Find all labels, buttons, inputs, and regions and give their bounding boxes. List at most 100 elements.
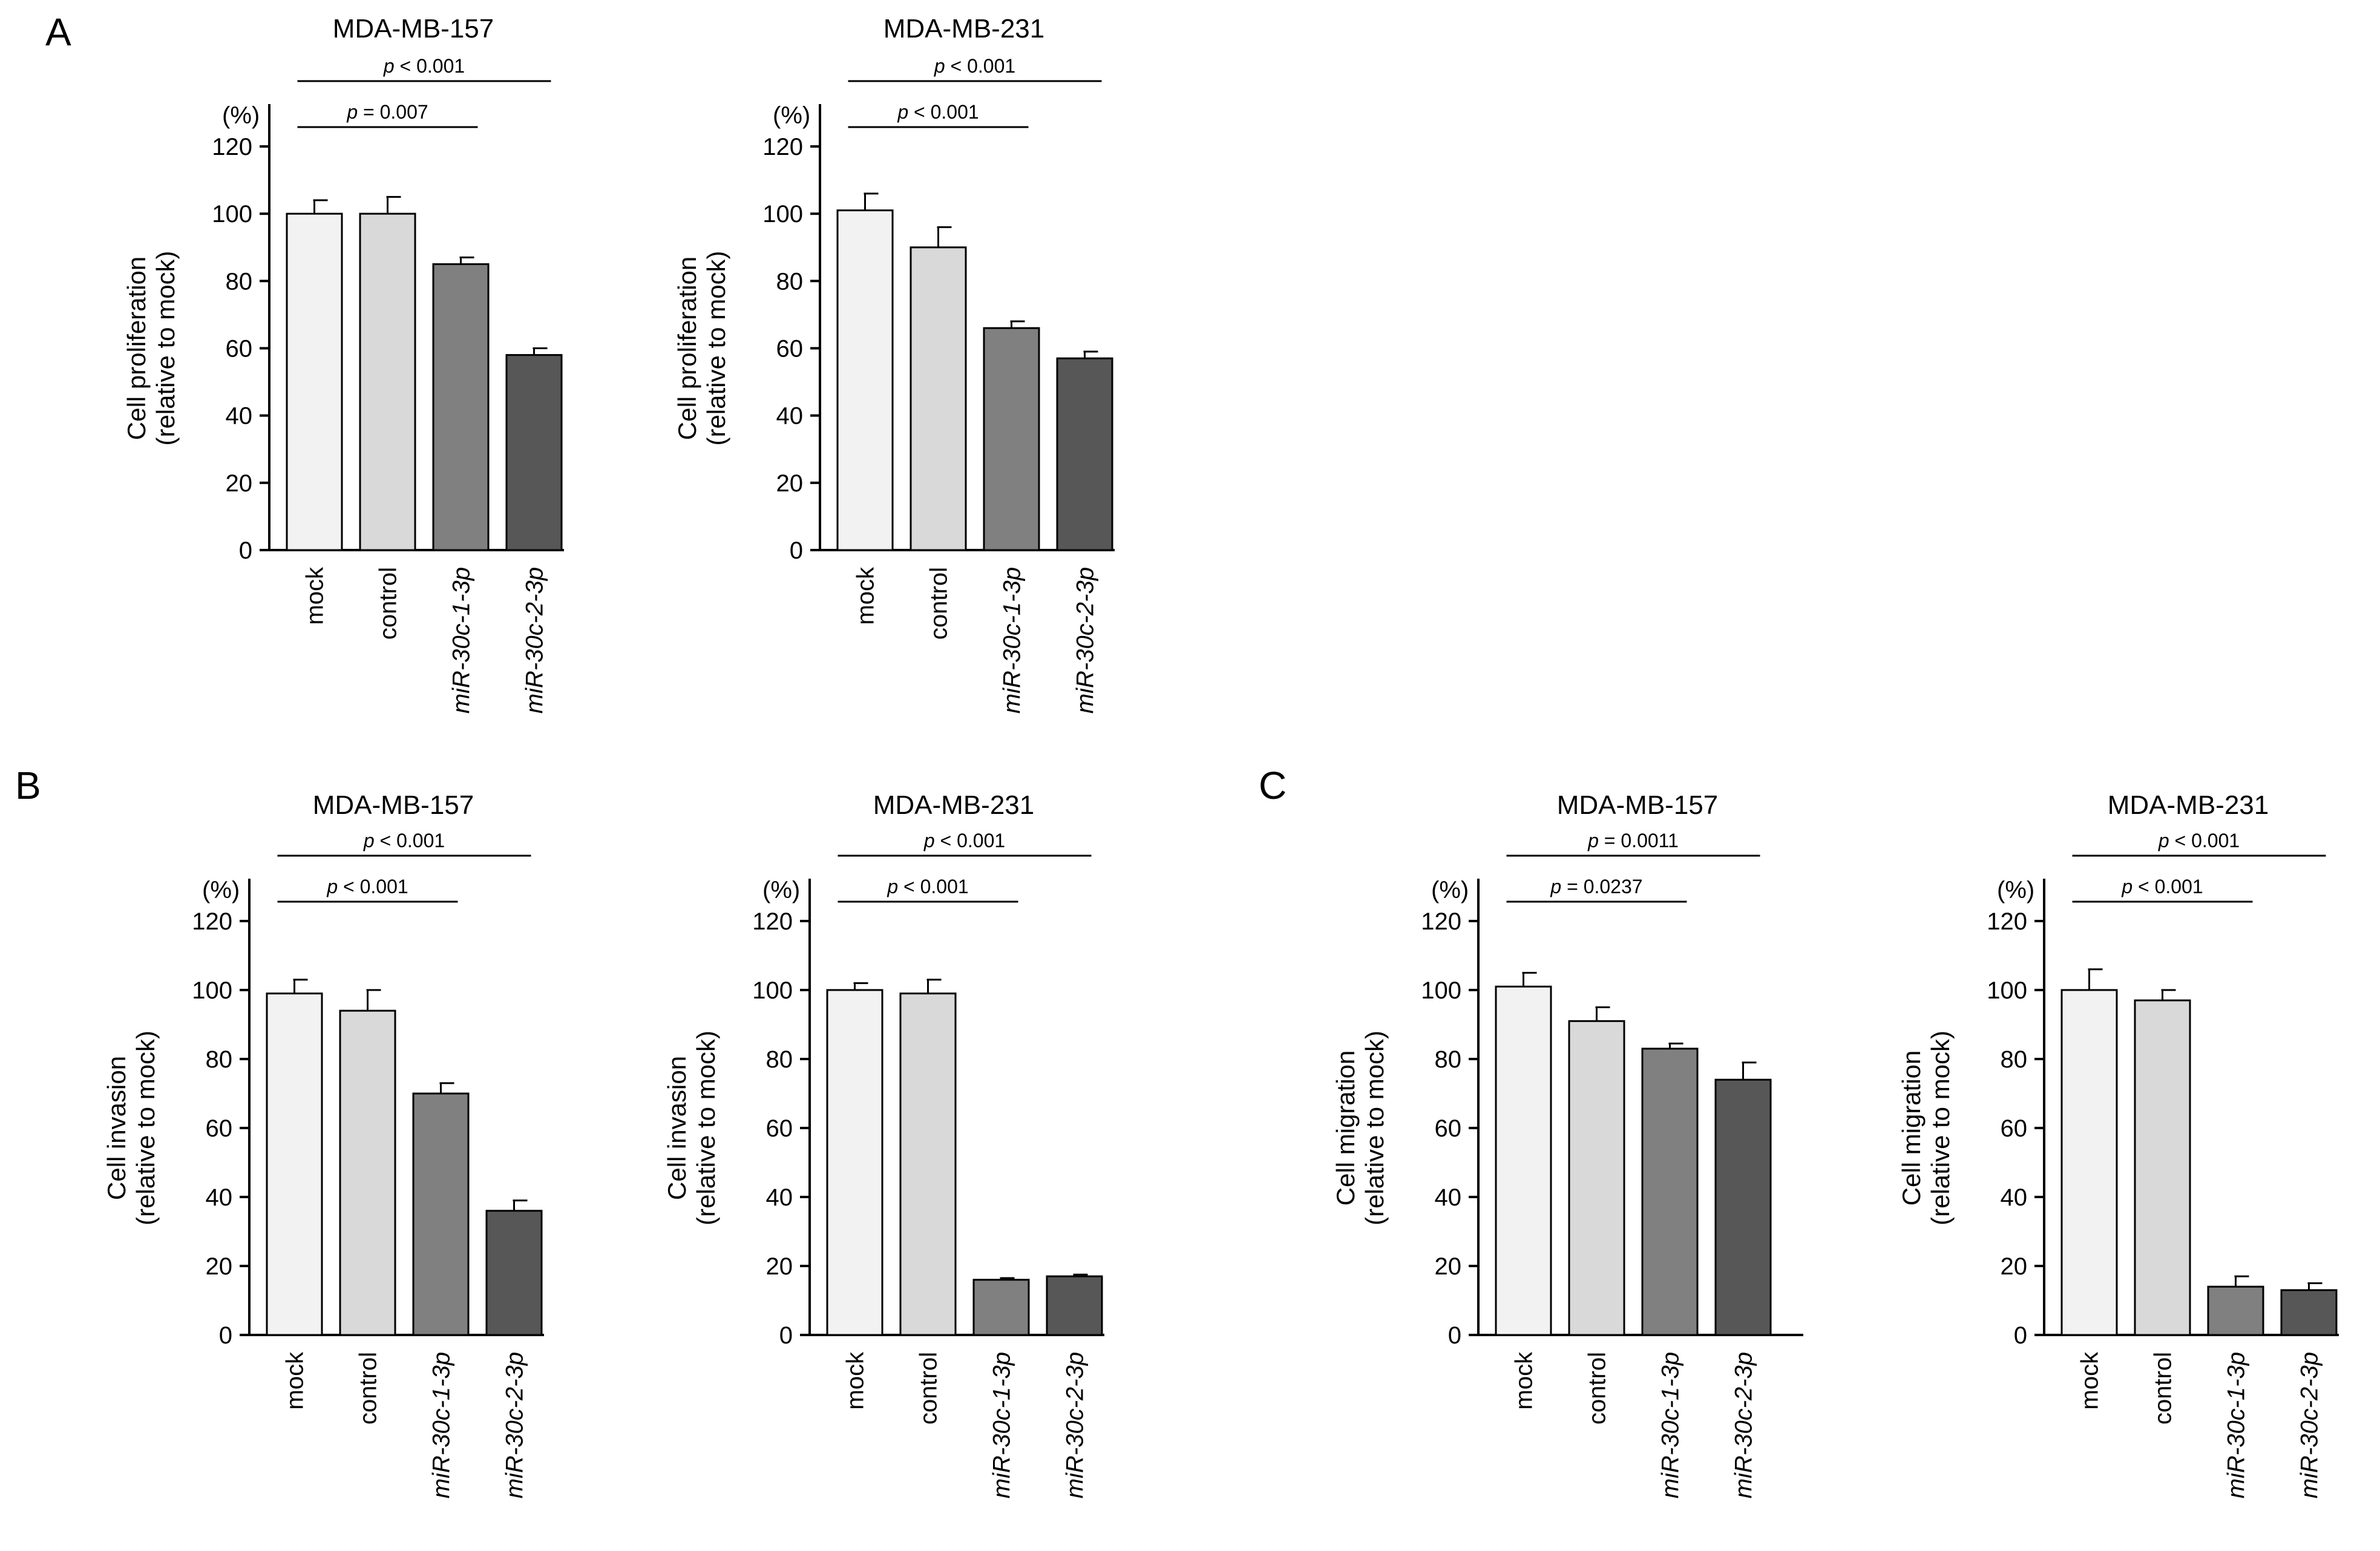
p-value-symbol: p [363, 830, 375, 851]
y-tick-label: 120 [752, 908, 793, 935]
chart-title: MDA-MB-157 [333, 14, 494, 44]
y-tick-label: 80 [226, 268, 253, 295]
p-value-label: p = 0.0237 [1550, 876, 1642, 897]
panel-letter-b: B [15, 764, 41, 807]
x-category-label: mock [853, 566, 879, 625]
y-unit-label: (%) [773, 102, 810, 129]
y-unit-label: (%) [762, 877, 800, 903]
p-value-label: p = 0.0011 [1587, 830, 1679, 851]
p-value-symbol: p [934, 55, 945, 77]
x-category-label: miR-30c-2-3p [522, 567, 548, 713]
y-axis-title-line1: Cell proliferation [122, 257, 151, 440]
bar-mock [2060, 989, 2118, 1336]
p-value-symbol: p [1550, 876, 1561, 897]
y-tick-label: 60 [766, 1115, 793, 1142]
p-value-text: < 0.001 [395, 55, 465, 77]
y-axis-title-line1: Cell proliferation [673, 257, 701, 440]
y-tick-label: 20 [776, 470, 804, 497]
p-value-symbol: p [2158, 830, 2169, 851]
p-value-label: p = 0.007 [346, 101, 428, 123]
bar-mir-30c-1-3p [412, 1092, 470, 1336]
x-category-label: miR-30c-1-3p [989, 1352, 1015, 1498]
p-value-symbol: p [887, 876, 898, 897]
chart-a-mda-mb-157: MDA-MB-157 (%) Cell proliferation(relative… [122, 14, 564, 713]
y-axis-title-line2: (relative to mock) [692, 1031, 720, 1225]
p-value-symbol: p [2121, 876, 2132, 897]
p-value-text: < 0.001 [908, 101, 979, 123]
x-category-label: control [916, 1352, 942, 1425]
y-axis-title-line2: (relative to mock) [702, 251, 730, 445]
y-tick-label: 80 [1435, 1046, 1462, 1073]
p-value-label: p < 0.001 [2158, 830, 2240, 851]
p-value-label: p < 0.001 [897, 101, 979, 123]
y-tick-label: 120 [1421, 908, 1461, 935]
y-unit-label: (%) [202, 877, 240, 903]
y-tick-label: 60 [206, 1115, 233, 1142]
bar-mir-30c-1-3p [983, 327, 1040, 551]
bar-mir-30c-1-3p [432, 263, 490, 551]
bar-mir-30c-2-3p [1046, 1275, 1103, 1336]
chart-c-mda-mb-157: MDA-MB-157 (%) Cell migration(relative to … [1331, 790, 1803, 1498]
y-axis-title: Cell proliferation(relative to mock) [673, 251, 730, 445]
y-unit-label: (%) [1431, 877, 1469, 903]
y-unit-label: (%) [1997, 877, 2034, 903]
x-category-label: miR-30c-1-3p [428, 1352, 455, 1498]
bar-mir-30c-2-3p [1056, 357, 1113, 551]
p-value-text: = 0.007 [358, 101, 428, 123]
x-category-label: mock [282, 1351, 309, 1410]
p-value-label: p < 0.001 [923, 830, 1005, 851]
x-category-label: control [375, 567, 402, 640]
chart-title: MDA-MB-157 [1557, 790, 1719, 820]
p-value-symbol: p [1587, 830, 1599, 851]
x-category-label: control [355, 1352, 382, 1425]
y-tick-label: 40 [206, 1184, 233, 1211]
p-value-text: < 0.001 [338, 876, 408, 897]
y-tick-label: 100 [762, 201, 803, 228]
p-value-text: < 0.001 [935, 830, 1006, 851]
y-tick-label: 100 [212, 201, 252, 228]
y-tick-label: 40 [2001, 1184, 2028, 1211]
y-tick-label: 20 [1435, 1253, 1462, 1280]
p-value-text: < 0.001 [375, 830, 445, 851]
chart-b-mda-mb-157: MDA-MB-157 (%) Cell invasion(relative to m… [102, 790, 544, 1498]
y-axis-title-line2: (relative to mock) [151, 251, 180, 445]
chart-title: MDA-MB-231 [2108, 790, 2269, 820]
x-category-label: miR-30c-2-3p [1731, 1352, 1757, 1498]
y-tick-label: 120 [1987, 908, 2027, 935]
y-tick-label: 0 [790, 537, 803, 564]
bar-control [339, 1009, 396, 1336]
p-value-text: < 0.001 [898, 876, 969, 897]
bar-control [2134, 999, 2191, 1336]
y-tick-label: 80 [2001, 1046, 2028, 1073]
bar-mir-30c-1-3p [972, 1279, 1030, 1336]
y-axis-title-line1: Cell invasion [102, 1056, 131, 1200]
bar-control [359, 212, 416, 551]
y-tick-label: 100 [1987, 977, 2027, 1004]
bar-mock [836, 209, 894, 551]
y-tick-label: 0 [779, 1322, 793, 1349]
x-category-label: miR-30c-2-3p [1072, 567, 1099, 713]
chart-a-mda-mb-231: MDA-MB-231 (%) Cell proliferation(relative… [673, 14, 1115, 713]
p-value-symbol: p [383, 55, 395, 77]
p-value-label: p < 0.001 [887, 876, 968, 897]
p-value-text: = 0.0237 [1561, 876, 1642, 897]
y-tick-label: 100 [1421, 977, 1461, 1004]
bar-mir-30c-1-3p [1641, 1048, 1699, 1336]
x-category-label: mock [302, 566, 329, 625]
x-category-label: mock [2077, 1351, 2103, 1410]
y-tick-label: 100 [192, 977, 232, 1004]
p-value-symbol: p [326, 876, 338, 897]
chart-title: MDA-MB-231 [873, 790, 1035, 820]
y-axis-title: Cell migration(relative to mock) [1897, 1031, 1955, 1225]
y-tick-label: 20 [206, 1253, 233, 1280]
panel-letter-c: C [1259, 764, 1287, 807]
y-tick-label: 0 [239, 537, 252, 564]
p-value-label: p < 0.001 [326, 876, 408, 897]
y-axis-title-line1: Cell migration [1331, 1051, 1360, 1206]
y-tick-label: 60 [776, 336, 804, 362]
y-tick-label: 120 [212, 134, 252, 160]
x-category-label: miR-30c-1-3p [1657, 1352, 1684, 1498]
x-category-label: miR-30c-2-3p [2296, 1352, 2323, 1498]
p-value-symbol: p [923, 830, 935, 851]
p-value-label: p < 0.001 [383, 55, 465, 77]
